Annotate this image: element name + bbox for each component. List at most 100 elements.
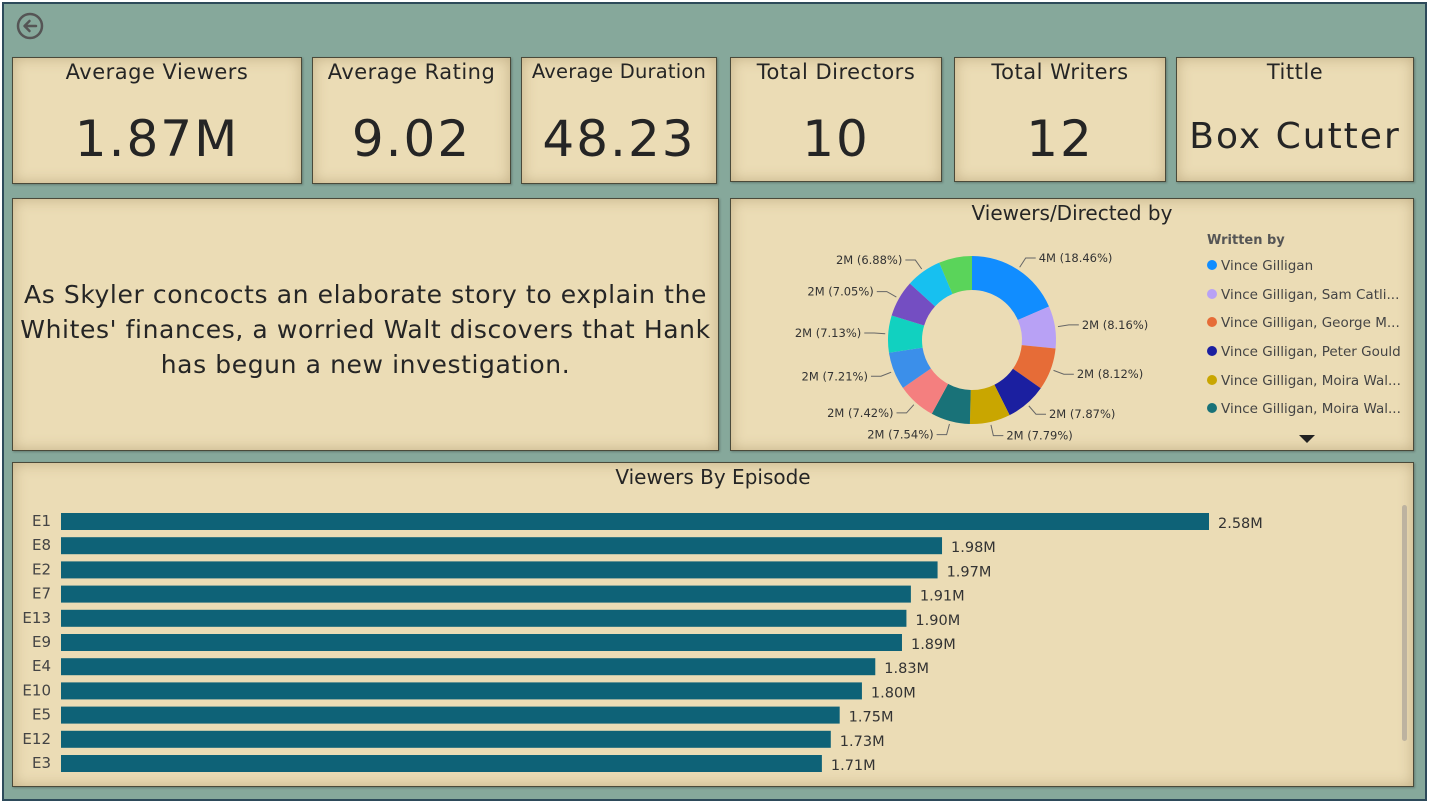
legend-label: Vince Gilligan, Peter Gould: [1221, 344, 1401, 360]
legend-title: Written by: [1207, 233, 1285, 248]
kpi-card-average-duration: Average Duration 48.23: [521, 57, 717, 184]
donut-slice[interactable]: [891, 283, 936, 326]
legend-dot: [1207, 403, 1217, 413]
donut-leader-line: [905, 259, 923, 270]
legend-item[interactable]: Vince Gilligan, Sam Catli...: [1207, 287, 1407, 305]
bar[interactable]: [61, 658, 876, 676]
kpi-value: 48.23: [542, 110, 696, 168]
bar-value-label: 1.98M: [951, 540, 996, 556]
donut-leader-line: [1057, 324, 1079, 328]
bar-chart: E1 2.58M E8 1.98M E2 1.97M E7 1.91M E13 1.90M E9 1.…: [22, 512, 1263, 774]
bar-category-label: E1: [32, 512, 51, 530]
donut-slice[interactable]: [902, 368, 949, 414]
bar[interactable]: [61, 682, 862, 700]
donut-slice[interactable]: [931, 383, 971, 424]
bar-value-label: 1.91M: [920, 589, 965, 605]
bar-category-label: E2: [32, 560, 51, 578]
bar[interactable]: [61, 585, 911, 603]
donut-slice-label: 2M (7.87%): [1049, 407, 1115, 421]
bar-category-label: E13: [22, 609, 51, 627]
bar[interactable]: [61, 537, 943, 555]
legend-dot: [1207, 317, 1217, 327]
kpi-card-total-writers: Total Writers 12: [954, 57, 1166, 182]
bar[interactable]: [61, 730, 831, 748]
legend-label: Vince Gilligan, Sam Catli...: [1221, 287, 1400, 303]
donut-leader-line: [1019, 257, 1036, 268]
kpi-label: Average Viewers: [65, 60, 249, 84]
bar-category-label: E7: [32, 585, 51, 603]
legend-item[interactable]: Vince Gilligan, George M...: [1207, 315, 1407, 333]
bar-value-label: 1.75M: [849, 710, 894, 726]
legend-label: Vince Gilligan, Moira Wal...: [1221, 373, 1401, 389]
kpi-label: Total Writers: [991, 60, 1129, 84]
donut-slice[interactable]: [888, 347, 931, 388]
episode-description: As Skyler concocts an elaborate story to…: [20, 280, 711, 379]
donut-leader-line: [936, 423, 950, 436]
kpi-card-average-rating: Average Rating 9.02: [312, 57, 511, 184]
kpi-card-title: Tittle Box Cutter: [1176, 57, 1414, 182]
donut-chart-title: Viewers/Directed by: [971, 201, 1173, 225]
donut-slice[interactable]: [939, 256, 972, 294]
bar-category-label: E8: [32, 536, 51, 554]
donut-slice[interactable]: [1012, 345, 1056, 389]
donut-slice[interactable]: [994, 368, 1041, 416]
bar-chart-title: Viewers By Episode: [615, 465, 811, 489]
bar[interactable]: [61, 513, 1209, 530]
bar-value-label: 1.89M: [911, 637, 956, 653]
bar-value-label: 1.80M: [871, 685, 916, 701]
donut-slice[interactable]: [969, 384, 1010, 424]
bar[interactable]: [61, 706, 840, 724]
bar[interactable]: [61, 609, 907, 627]
legend-dot: [1207, 289, 1217, 299]
legend-item[interactable]: Vince Gilligan: [1207, 258, 1407, 276]
kpi-value: 9.02: [351, 110, 472, 168]
legend-item[interactable]: Vince Gilligan, Moira Wal...: [1207, 373, 1407, 391]
legend-label: Vince Gilligan, Moira Wal...: [1221, 401, 1401, 417]
episode-description-card: As Skyler concocts an elaborate story to…: [12, 198, 719, 451]
donut-slice-label: 2M (8.12%): [1077, 367, 1143, 381]
donut-slice-label: 2M (7.79%): [1006, 429, 1072, 443]
donut-slice[interactable]: [1017, 306, 1056, 349]
legend-label: Vince Gilligan, George M...: [1221, 315, 1400, 331]
back-arrow-icon[interactable]: [16, 12, 44, 40]
donut-leader-line: [990, 424, 1004, 437]
legend-item[interactable]: Vince Gilligan, Peter Gould: [1207, 344, 1407, 362]
donut-slice[interactable]: [909, 262, 953, 307]
kpi-label: Tittle: [1266, 60, 1324, 84]
donut-leader-line: [870, 371, 892, 377]
donut-slice[interactable]: [888, 315, 925, 353]
bar-category-label: E12: [22, 730, 51, 748]
donut-slice-label: 2M (7.42%): [827, 406, 893, 420]
vertical-scrollbar[interactable]: [1402, 505, 1407, 741]
bar-value-label: 2.58M: [1218, 516, 1263, 532]
donut-chart-card: Viewers/Directed by 4M (18.46%) 2M (8.16%…: [730, 198, 1414, 451]
kpi-card-total-directors: Total Directors 10: [730, 57, 942, 182]
donut-chart: 4M (18.46%) 2M (8.16%) 2M (8.12%) 2M (7.87%…: [795, 251, 1148, 443]
legend-dot: [1207, 260, 1217, 270]
donut-leader-line: [1053, 369, 1074, 375]
donut-slice-label: 2M (7.05%): [807, 285, 873, 299]
bar-category-label: E10: [22, 681, 51, 699]
triangle-down-icon[interactable]: [1299, 435, 1315, 443]
bar-value-label: 1.97M: [947, 564, 992, 580]
donut-leader-line: [876, 291, 897, 298]
bar-category-label: E4: [32, 657, 51, 675]
bar[interactable]: [61, 634, 902, 651]
donut-slice-label: 4M (18.46%): [1039, 251, 1113, 265]
legend-label: Vince Gilligan: [1221, 258, 1314, 274]
donut-leader-line: [896, 404, 915, 414]
bar[interactable]: [61, 755, 822, 772]
kpi-label: Total Directors: [756, 60, 916, 84]
kpi-value: 12: [1026, 110, 1094, 168]
bar[interactable]: [61, 561, 938, 579]
kpi-value: Box Cutter: [1189, 116, 1401, 157]
bar-value-label: 1.71M: [831, 758, 876, 774]
donut-slice[interactable]: [972, 256, 1050, 321]
donut-leader-line: [1028, 405, 1046, 415]
legend-item[interactable]: Vince Gilligan, Moira Wal...: [1207, 401, 1407, 419]
kpi-value: 1.87M: [74, 110, 240, 168]
donut-slice-label: 2M (7.21%): [802, 369, 868, 383]
bar-value-label: 1.83M: [884, 661, 929, 677]
kpi-label: Average Rating: [327, 60, 496, 84]
donut-slice-label: 2M (7.13%): [795, 326, 861, 340]
